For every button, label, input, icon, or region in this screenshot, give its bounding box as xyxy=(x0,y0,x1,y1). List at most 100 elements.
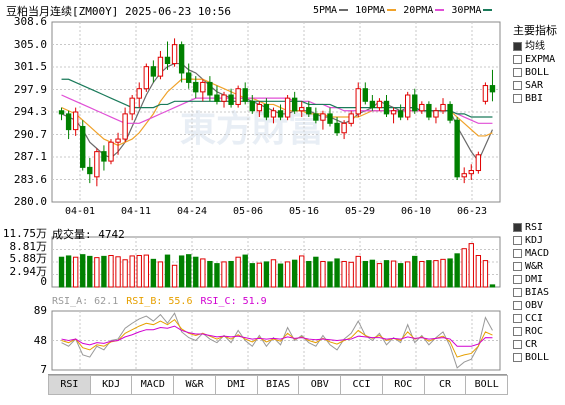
candle-body xyxy=(397,110,404,118)
price-tick-label: 290.7 xyxy=(13,127,47,141)
checkbox[interactable] xyxy=(513,326,522,336)
tab-cr[interactable]: CR xyxy=(423,375,467,395)
date-tick-label: 05-16 xyxy=(288,206,320,217)
ma-legend-swatch xyxy=(339,9,349,11)
volume-bar xyxy=(143,254,149,288)
candle-body xyxy=(157,56,164,77)
volume-bar xyxy=(475,255,482,288)
volume-bar xyxy=(249,263,255,288)
candle-body xyxy=(461,173,467,178)
candle-body xyxy=(186,72,192,83)
ma-legend-swatch xyxy=(435,9,445,11)
candle-body xyxy=(291,97,298,112)
ma-legend-label: 5PMA xyxy=(313,5,338,16)
indicator-option-macd[interactable]: MACD xyxy=(509,247,565,260)
checkbox[interactable] xyxy=(513,235,522,245)
volume-bar xyxy=(284,261,291,288)
volume-bar xyxy=(426,260,432,288)
candle-body xyxy=(80,125,86,168)
checkbox[interactable] xyxy=(513,261,522,271)
tab-rsi[interactable]: RSI xyxy=(48,375,91,395)
rsi-tick-label: 89 xyxy=(33,304,47,317)
indicator-label: CR xyxy=(525,339,538,350)
tab-cci[interactable]: CCI xyxy=(340,375,383,395)
indicator-option-w-r[interactable]: W&R xyxy=(509,260,565,273)
indicator-option-bbi[interactable]: BBI xyxy=(509,92,565,105)
indicator-option-bias[interactable]: BIAS xyxy=(509,286,565,299)
candle-body xyxy=(376,100,383,109)
indicator-option-boll[interactable]: BOLL xyxy=(509,351,565,364)
volume-bar xyxy=(214,263,220,288)
indicator-option-rsi[interactable]: RSI xyxy=(509,221,565,234)
checkbox[interactable] xyxy=(513,67,522,77)
volume-bar xyxy=(299,255,305,288)
checkbox[interactable] xyxy=(513,54,522,64)
indicator-option-roc[interactable]: ROC xyxy=(509,325,565,338)
candle-body xyxy=(178,44,185,74)
checkbox[interactable] xyxy=(513,41,522,51)
ma-legend-swatch xyxy=(483,9,493,11)
checkbox[interactable] xyxy=(513,274,522,284)
candle-body xyxy=(355,88,361,115)
candle-body xyxy=(475,154,482,172)
candle-body xyxy=(433,110,439,118)
volume-bar xyxy=(390,260,397,288)
indicator-option-dmi[interactable]: DMI xyxy=(509,273,565,286)
tab-macd[interactable]: MACD xyxy=(131,375,175,395)
volume-tick-label: 11.75万 xyxy=(2,227,47,240)
volume-bar xyxy=(228,260,234,288)
tab-roc[interactable]: ROC xyxy=(381,375,425,395)
tab-bias[interactable]: BIAS xyxy=(256,375,300,395)
ma-legend-item: 5PMA xyxy=(313,5,349,16)
tab-wr[interactable]: W&R xyxy=(173,375,216,395)
candle-body xyxy=(87,166,93,175)
checkbox[interactable] xyxy=(513,93,522,103)
checkbox[interactable] xyxy=(513,313,522,323)
price-tick-label: 301.5 xyxy=(13,60,47,73)
indicator-option-obv[interactable]: OBV xyxy=(509,299,565,312)
checkbox[interactable] xyxy=(513,80,522,90)
volume-bar xyxy=(440,258,446,288)
candle-body xyxy=(136,88,142,99)
candle-body xyxy=(235,88,241,105)
tab-dmi[interactable]: DMI xyxy=(214,375,258,395)
indicator-option-kdj[interactable]: KDJ xyxy=(509,234,565,247)
indicator-option-cci[interactable]: CCI xyxy=(509,312,565,325)
checkbox[interactable] xyxy=(513,300,522,310)
checkbox[interactable] xyxy=(513,339,522,349)
volume-bar xyxy=(348,261,354,288)
candle-body xyxy=(108,141,114,162)
volume-bar xyxy=(306,260,312,288)
tab-kdj[interactable]: KDJ xyxy=(89,375,133,395)
candle-body xyxy=(348,113,354,124)
rsi-tick-label: 48 xyxy=(33,333,47,347)
rsi-line-rsi_c xyxy=(61,325,493,347)
volume-bar xyxy=(291,259,298,288)
price-tick-label: 297.9 xyxy=(13,82,47,96)
indicator-option-cr[interactable]: CR xyxy=(509,338,565,351)
volume-bar xyxy=(419,260,425,288)
checkbox[interactable] xyxy=(513,287,522,297)
indicator-label: OBV xyxy=(525,300,544,311)
volume-bar xyxy=(277,263,284,288)
indicator-option-expma[interactable]: EXPMA xyxy=(509,53,565,66)
volume-bar xyxy=(193,256,199,288)
indicator-tabs: RSI KDJ MACD W&R DMI BIAS OBV CCI ROC CR BOLL xyxy=(48,374,509,395)
rsi-legend-item: RSI_B: 55.6 xyxy=(126,296,193,307)
tab-boll[interactable]: BOLL xyxy=(465,375,509,395)
checkbox[interactable] xyxy=(513,248,522,258)
volume-bar xyxy=(101,255,107,288)
volume-bar xyxy=(454,253,460,288)
volume-bar xyxy=(412,255,418,288)
indicator-label: RSI xyxy=(525,222,544,233)
checkbox[interactable] xyxy=(513,352,522,362)
indicator-option-sar[interactable]: SAR xyxy=(509,79,565,92)
indicator-option-boll[interactable]: BOLL xyxy=(509,66,565,79)
indicator-label: 均线 xyxy=(525,41,545,52)
checkbox[interactable] xyxy=(513,222,522,232)
tab-obv[interactable]: OBV xyxy=(298,375,342,395)
volume-tick-label: 0 xyxy=(40,275,47,288)
candle-body xyxy=(150,66,157,77)
volume-bar xyxy=(171,264,178,288)
indicator-option-ma[interactable]: 均线 xyxy=(509,40,565,53)
